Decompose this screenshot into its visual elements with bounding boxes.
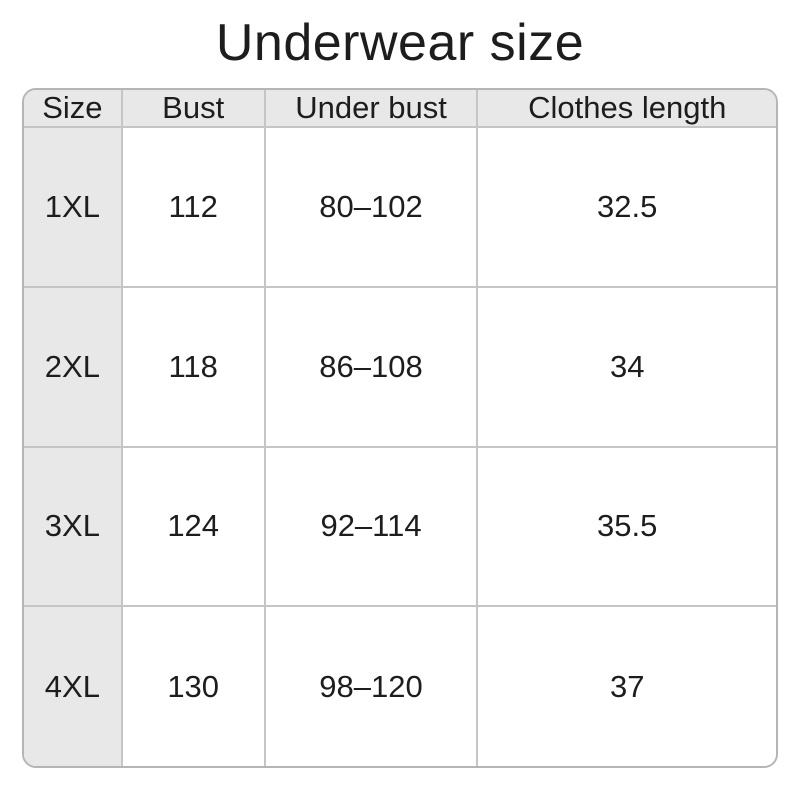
column-header-bust: Bust <box>120 90 266 128</box>
page-title: Underwear size <box>215 14 585 72</box>
cell-clothes-length: 35.5 <box>476 445 776 608</box>
cell-bust: 112 <box>120 126 266 288</box>
table-row: 3XL 124 92–114 35.5 <box>24 445 776 608</box>
cell-bust: 130 <box>120 605 266 766</box>
table-row: 4XL 130 98–120 37 <box>24 605 776 766</box>
row-header-size: 1XL <box>24 126 123 288</box>
cell-clothes-length: 37 <box>476 605 776 766</box>
cell-bust: 124 <box>120 445 266 608</box>
cell-clothes-length: 34 <box>476 285 776 448</box>
size-chart-page: Underwear size Size Bust Under bust Clot… <box>0 10 800 800</box>
cell-clothes-length: 32.5 <box>476 126 776 288</box>
table-row: 1XL 112 80–102 32.5 <box>24 126 776 288</box>
row-header-size: 3XL <box>24 445 123 608</box>
header-row: Size Bust Under bust Clothes length <box>24 90 776 128</box>
cell-under-bust: 92–114 <box>263 445 479 608</box>
row-header-size: 4XL <box>24 605 123 766</box>
cell-bust: 118 <box>120 285 266 448</box>
size-table-grid: Size Bust Under bust Clothes length 1XL … <box>24 90 776 766</box>
cell-under-bust: 86–108 <box>263 285 479 448</box>
cell-under-bust: 98–120 <box>263 605 479 766</box>
cell-under-bust: 80–102 <box>263 126 479 288</box>
table-row: 2XL 118 86–108 34 <box>24 285 776 448</box>
size-table: Size Bust Under bust Clothes length 1XL … <box>22 88 778 768</box>
column-header-clothes-length: Clothes length <box>476 90 776 128</box>
column-header-under-bust: Under bust <box>263 90 479 128</box>
column-header-size: Size <box>24 90 123 128</box>
row-header-size: 2XL <box>24 285 123 448</box>
